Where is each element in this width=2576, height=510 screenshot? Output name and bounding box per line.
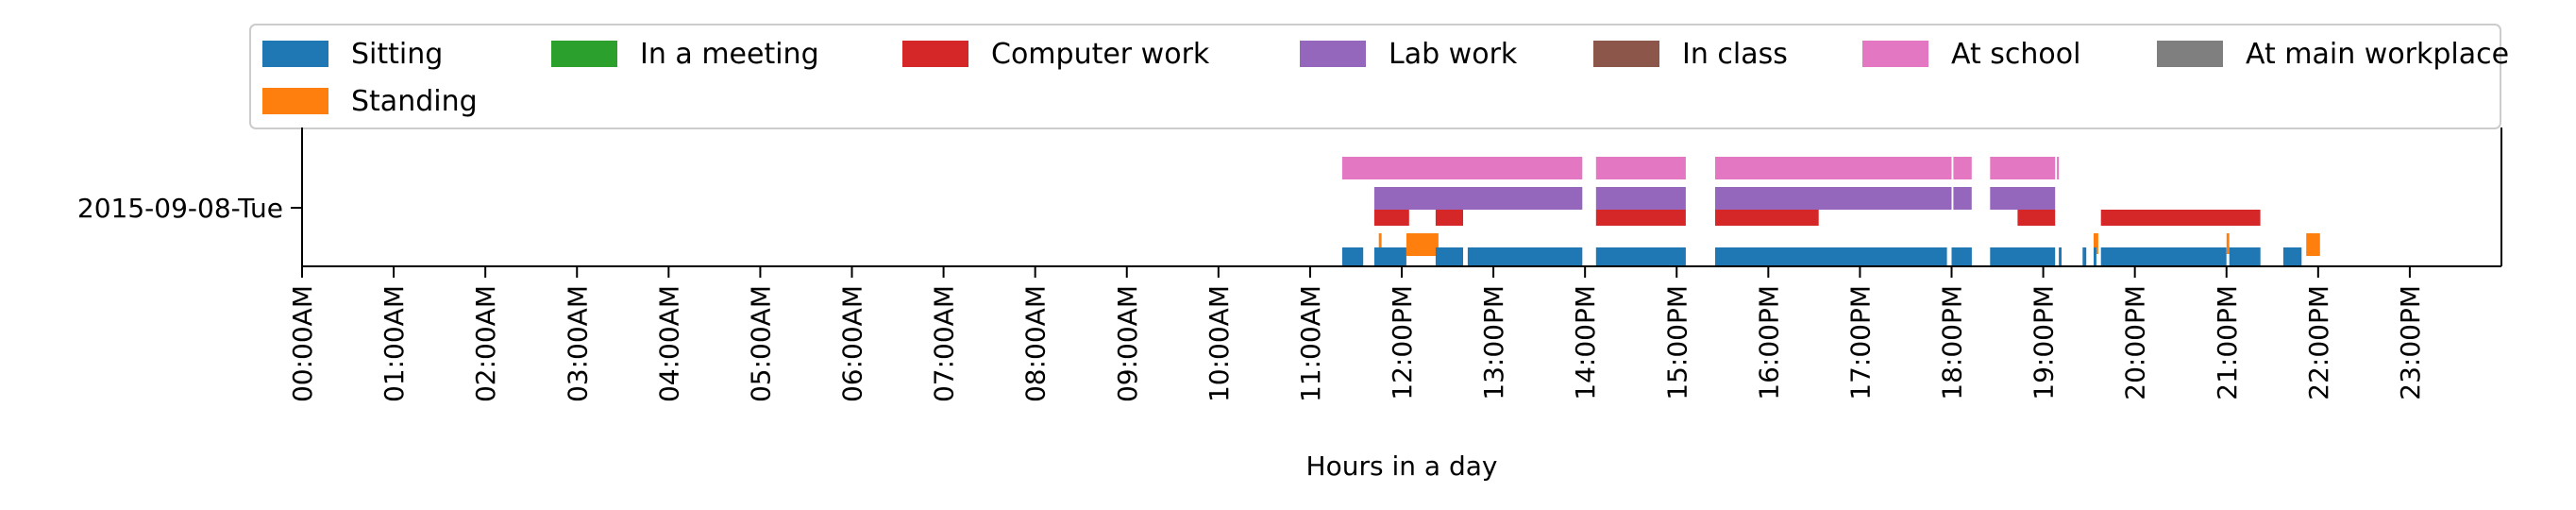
legend-label: Standing: [351, 85, 478, 118]
legend-label: In class: [1682, 38, 1788, 71]
legend-label: In a meeting: [640, 38, 819, 71]
x-tick-label: 18:00PM: [1937, 285, 1968, 400]
bar-standing: [2094, 233, 2098, 254]
bar-lab-work: [1953, 187, 1972, 210]
x-tick-label: 16:00PM: [1753, 285, 1784, 400]
bar-standing: [1406, 233, 1439, 256]
legend-swatch: [1862, 41, 1928, 67]
bar-computer-work: [1595, 210, 1686, 226]
bar-sitting: [2059, 247, 2062, 266]
x-tick-label: 12:00PM: [1387, 285, 1418, 400]
x-tick-label: 23:00PM: [2395, 285, 2426, 400]
bar-sitting: [2094, 247, 2096, 266]
x-tick-label: 17:00PM: [1844, 285, 1876, 400]
bar-at-school: [1953, 157, 1972, 179]
bar-sitting: [1990, 247, 2056, 266]
x-tick-label: 11:00AM: [1295, 285, 1326, 402]
bar-computer-work: [1715, 210, 1819, 226]
bar-computer-work: [1373, 210, 1409, 226]
x-tick-label: 10:00AM: [1204, 285, 1235, 402]
x-tick-label: 02:00AM: [470, 285, 501, 402]
bar-at-school: [1595, 157, 1686, 179]
bar-sitting: [1595, 247, 1686, 266]
legend-label: Lab work: [1389, 38, 1518, 71]
bar-sitting: [1341, 247, 1364, 266]
legend-label: Computer work: [991, 38, 1210, 71]
bar-computer-work: [2100, 210, 2261, 226]
bar-standing: [1378, 233, 1382, 254]
x-tick-label: 14:00PM: [1570, 285, 1601, 400]
bar-lab-work: [1990, 187, 2056, 210]
x-tick-label: 05:00AM: [745, 285, 776, 402]
bar-sitting: [1467, 247, 1583, 266]
bar-sitting: [2100, 247, 2227, 266]
legend-frame: [249, 24, 2501, 129]
bar-at-school: [1341, 157, 1583, 179]
x-tick-label: 19:00PM: [2029, 285, 2060, 400]
legend-swatch: [262, 41, 328, 67]
bar-lab-work: [1715, 187, 1952, 210]
legend-swatch: [902, 41, 968, 67]
x-tick-label: 09:00AM: [1112, 285, 1143, 402]
x-tick-label: 04:00AM: [653, 285, 684, 402]
x-tick-label: 01:00AM: [379, 285, 410, 402]
bar-sitting: [1373, 247, 1406, 266]
x-tick-label: 06:00AM: [837, 285, 868, 402]
bar-lab-work: [1595, 187, 1686, 210]
bar-at-school: [1990, 157, 2056, 179]
bar-at-school: [1715, 157, 1952, 179]
bar-lab-work: [1373, 187, 1583, 210]
x-tick-label: 08:00AM: [1020, 285, 1052, 402]
legend: Sitting In a meeting Computer work Lab work…: [249, 24, 2509, 129]
bar-sitting: [2229, 247, 2261, 266]
legend-swatch: [2157, 41, 2223, 67]
x-tick-label: 21:00PM: [2212, 285, 2243, 400]
x-axis-label: Hours in a day: [1306, 450, 1498, 482]
y-tick-label: 2015-09-08-Tue: [77, 193, 283, 224]
x-tick-label: 20:00PM: [2120, 285, 2151, 400]
activity-bars: [1341, 157, 2320, 266]
bar-standing: [2306, 233, 2320, 256]
legend-swatch: [551, 41, 617, 67]
bar-at-school: [2057, 157, 2060, 179]
x-tick-label: 13:00PM: [1478, 285, 1509, 400]
legend-swatch: [1300, 41, 1366, 67]
bar-sitting: [1435, 247, 1463, 266]
x-tick-label: 15:00PM: [1661, 285, 1692, 400]
bar-sitting: [1951, 247, 1972, 266]
legend-label: At school: [1951, 38, 2080, 71]
legend-swatch: [1593, 41, 1659, 67]
bar-computer-work: [1435, 210, 1463, 226]
bar-standing: [2226, 233, 2230, 254]
legend-swatch: [262, 88, 328, 114]
bar-computer-work: [2017, 210, 2056, 226]
bar-sitting: [2282, 247, 2302, 266]
x-tick-label: 07:00AM: [929, 285, 960, 402]
axes: 2015-09-08-Tue 00:00AM 01:00AM 02:00AM 03:00…: [77, 128, 2502, 402]
bar-sitting: [2082, 247, 2087, 266]
legend-label: Sitting: [351, 38, 443, 71]
legend-label: At main workplace: [2246, 38, 2509, 71]
x-tick-label: 00:00AM: [287, 285, 318, 402]
bar-sitting: [1715, 247, 1947, 266]
x-tick-label: 03:00AM: [562, 285, 593, 402]
x-tick-label: 22:00PM: [2303, 285, 2334, 400]
